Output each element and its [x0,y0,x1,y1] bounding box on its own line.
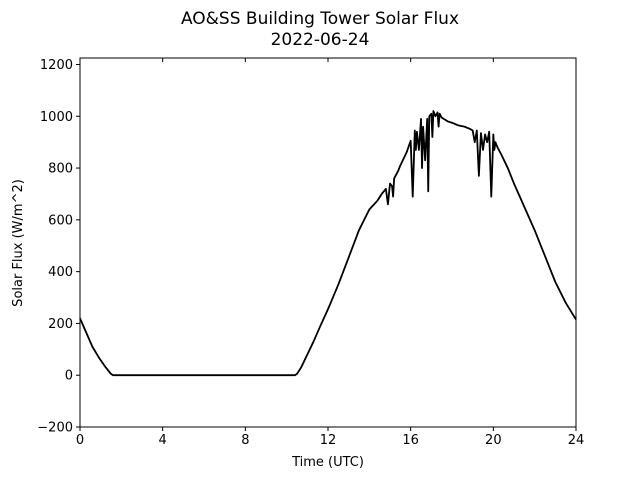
chart-subtitle: 2022-06-24 [271,30,370,50]
x-tick-label-4: 4 [159,433,167,448]
y-tick-label-1200: 1200 [40,58,73,73]
y-tick-label-1000: 1000 [40,110,73,125]
x-tick-label-8: 8 [241,433,249,448]
y-tick-label-200: 200 [48,317,73,332]
x-tick-label-12: 12 [320,433,337,448]
x-tick-label-16: 16 [402,433,419,448]
chart-title: AO&SS Building Tower Solar Flux [181,9,459,29]
x-tick-label-0: 0 [76,433,84,448]
y-tick-label-400: 400 [48,265,73,280]
x-tick-label-20: 20 [485,433,502,448]
series-line-0 [79,110,577,377]
y-tick-label-0: 0 [65,369,73,384]
x-axis-label: Time (UTC) [291,455,364,470]
plot-frame [79,57,577,428]
y-axis-label: Solar Flux (W/m^2) [11,179,26,307]
y-tick-label-800: 800 [48,162,73,177]
y-tick-label-600: 600 [48,213,73,228]
x-tick-label-24: 24 [568,433,585,448]
y-tick-label--200: −200 [37,421,73,436]
